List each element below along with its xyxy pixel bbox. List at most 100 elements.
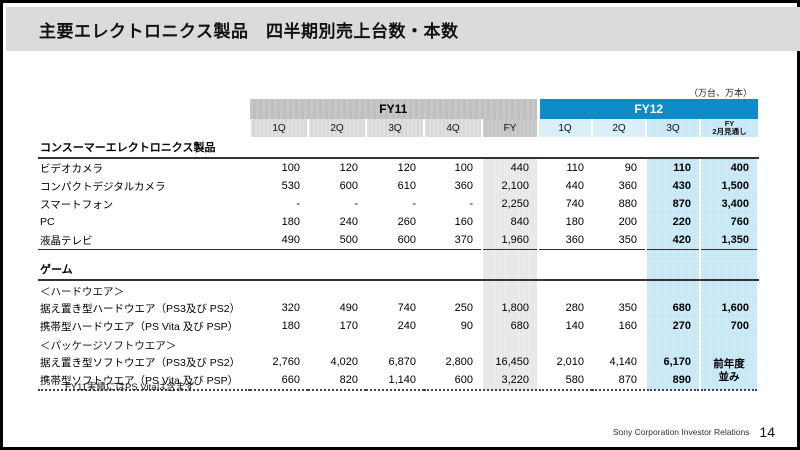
section-cell: [250, 259, 308, 281]
value-cell: 120: [397, 162, 416, 174]
value-cell: -: [469, 198, 473, 210]
empty-cell: [250, 280, 308, 299]
value-cell: 430: [645, 177, 701, 195]
value-cell: 1,140: [366, 371, 424, 391]
value-cell: 280: [565, 302, 584, 314]
fy12-fy-header-line2: 2月見通し: [712, 127, 747, 136]
section-cell: [481, 259, 539, 281]
section-cell: [482, 137, 538, 159]
value-cell: 490: [250, 231, 308, 250]
section-title: コンスーマーエレクトロニクス製品: [38, 137, 250, 159]
section-cell: [592, 259, 646, 281]
empty-cell: [592, 335, 646, 353]
value-cell: 600: [366, 231, 424, 250]
group-header-row: FY11 FY12: [38, 99, 758, 119]
empty-cell: [645, 280, 701, 299]
value-cell: 220: [645, 213, 701, 231]
table-row: 携帯型ソフトウエア（PS Vita 及び PSP） 660 820 1,140 600 3…: [38, 371, 758, 391]
value-cell: 160: [454, 216, 473, 228]
col-header-fy11-4q: 4Q: [423, 119, 482, 137]
section-cell: [250, 137, 308, 159]
spacer-cell: [538, 250, 592, 260]
value-cell: 140: [565, 320, 584, 332]
corner-cell: [38, 119, 250, 137]
spacer-cell: [424, 250, 482, 260]
spacer-cell: [592, 250, 646, 260]
sales-table: FY11 FY12 1Q 2Q 3Q 4Q FY 1Q 2Q 3Q FY 2月見…: [38, 99, 759, 391]
value-cell: 420: [645, 231, 701, 250]
value-cell: 3,400: [699, 195, 759, 213]
value-cell: 350: [592, 231, 646, 250]
section-header-row: ゲーム: [38, 259, 759, 281]
value-cell: 120: [339, 162, 358, 174]
spacer-cell: [645, 249, 701, 259]
value-cell: 3,220: [481, 371, 539, 391]
empty-cell: [538, 280, 592, 299]
merged-line2: 並み: [718, 371, 740, 383]
value-cell: 100: [454, 162, 473, 174]
row-label: 据え置き型ハードウエア（PS3及び PS2）: [40, 302, 241, 315]
value-cell: 1,800: [481, 299, 539, 317]
empty-cell: [366, 335, 424, 353]
value-cell: 360: [538, 231, 592, 250]
section-cell: [424, 137, 482, 159]
value-cell: 660: [250, 371, 308, 391]
row-label: コンパクトデジタルカメラ: [40, 180, 166, 193]
spacer-row: [38, 249, 759, 260]
section-cell: [592, 137, 646, 159]
value-cell: 6,170: [645, 353, 701, 371]
empty-cell: [424, 335, 482, 353]
section-cell: [366, 137, 424, 159]
footer-text: Sony Corporation Investor Relations: [612, 427, 750, 437]
value-cell: 180: [565, 216, 584, 228]
table-row: コンパクトデジタルカメラ 530 600 610 360 2,100 440 360 430 1,…: [38, 177, 759, 195]
value-cell: 490: [339, 302, 358, 314]
sub-label: ＜パッケージソフトウエア＞: [40, 340, 177, 352]
spacer-cell: [38, 250, 250, 260]
value-cell: 360: [454, 180, 473, 192]
row-label: 液晶テレビ: [38, 231, 250, 250]
empty-cell: [699, 280, 759, 299]
value-cell: 370: [424, 231, 482, 250]
section-cell: [366, 259, 424, 281]
value-cell: -: [412, 198, 416, 210]
empty-cell: [250, 335, 308, 353]
col-header-fy12-3q: 3Q: [645, 119, 700, 137]
unit-note: （万台、万本）: [688, 88, 752, 98]
value-cell: -: [354, 198, 358, 210]
value-cell: 870: [592, 371, 646, 391]
empty-cell: [481, 280, 539, 299]
value-cell: 1,960: [481, 231, 539, 250]
value-cell: 2,760: [272, 356, 300, 368]
group-header-fy12: FY12: [536, 99, 758, 119]
spacer-cell: [308, 250, 366, 260]
value-cell: 500: [308, 231, 366, 250]
value-cell: 820: [308, 371, 366, 391]
value-cell: 4,140: [609, 356, 637, 368]
value-cell: 110: [645, 158, 701, 177]
section-cell: [538, 137, 592, 159]
value-cell: 600: [424, 371, 482, 391]
value-cell: 700: [699, 317, 759, 335]
value-cell: 350: [618, 302, 637, 314]
value-cell: 180: [281, 320, 300, 332]
value-cell: 180: [281, 216, 300, 228]
empty-cell: [481, 335, 539, 353]
section-cell: [308, 137, 366, 159]
section-cell: [699, 259, 759, 281]
value-cell: 840: [481, 213, 539, 231]
empty-cell: [366, 280, 424, 299]
row-label: 据え置き型ソフトウエア（PS3及び PS2）: [40, 356, 241, 369]
section-cell: [700, 137, 758, 159]
empty-cell: [538, 335, 592, 353]
value-cell: 2,100: [481, 177, 539, 195]
value-cell: 6,870: [388, 356, 416, 368]
section-header-row: コンスーマーエレクトロニクス製品: [38, 137, 758, 159]
merged-line1: 前年度: [713, 358, 745, 370]
section-title: ゲーム: [38, 259, 250, 281]
section-cell: [308, 259, 366, 281]
empty-cell: [699, 335, 759, 353]
value-cell: 110: [566, 162, 584, 174]
value-cell: 580: [538, 371, 592, 391]
sub-label: ＜ハードウエア＞: [40, 286, 124, 298]
